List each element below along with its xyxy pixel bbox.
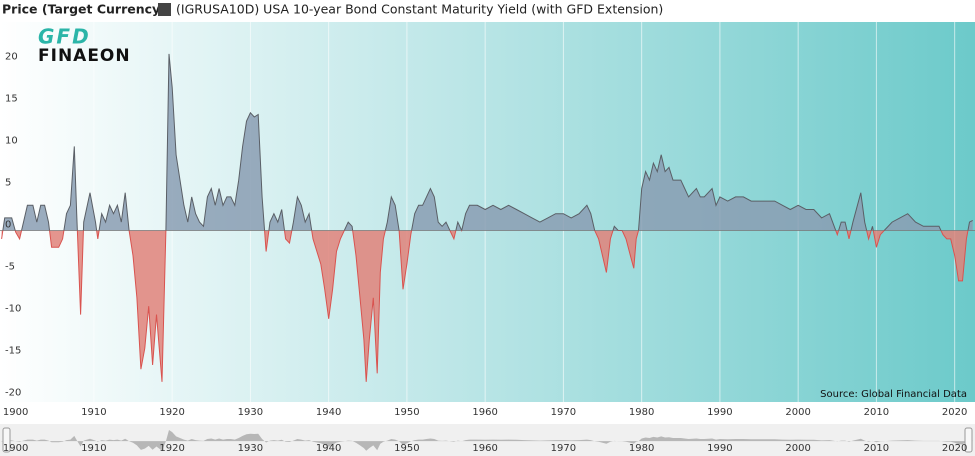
x-tick-label: 2000 (785, 407, 810, 418)
y-tick-label: -5 (5, 262, 15, 273)
y-tick-label: -20 (5, 388, 21, 399)
header-label: Price (Target Currency) (2, 2, 166, 17)
plot-area (0, 22, 975, 402)
y-tick-label: 5 (5, 177, 11, 188)
logo-top: GFD (38, 25, 91, 49)
navigator-area (1, 430, 973, 451)
x-tick-label: 1940 (316, 407, 341, 418)
navigator-tick-label: 2010 (864, 443, 889, 454)
y-tick-label: -10 (5, 304, 21, 315)
source-note: Source: Global Financial Data (820, 389, 967, 400)
x-tick-label: 1900 (3, 407, 28, 418)
y-tick-label: 0 (5, 219, 11, 230)
x-tick-label: 1920 (159, 407, 184, 418)
navigator-handle-left[interactable] (2, 427, 11, 453)
x-tick-label: 1910 (81, 407, 106, 418)
navigator-tick-label: 1950 (394, 443, 419, 454)
navigator-tick-label: 1940 (316, 443, 341, 454)
series-title: (IGRUSA10D) USA 10-year Bond Constant Ma… (176, 2, 663, 17)
navigator-tick-label: 1970 (551, 443, 576, 454)
x-tick-label: 1970 (551, 407, 576, 418)
x-tick-label: 1980 (629, 407, 654, 418)
legend-swatch (158, 3, 171, 16)
x-tick-label: 1990 (707, 407, 732, 418)
navigator-tick-label: 1980 (629, 443, 654, 454)
logo-bottom: FINAEON (38, 46, 131, 66)
y-tick-label: 15 (5, 93, 18, 104)
y-tick-label: -15 (5, 346, 21, 357)
navigator-tick-label: 2020 (942, 443, 967, 454)
x-tick-label: 2020 (942, 407, 967, 418)
y-tick-label: 10 (5, 135, 18, 146)
navigator-series (1, 430, 973, 451)
navigator-tick-label: 1960 (472, 443, 497, 454)
navigator-tick-label: 1910 (81, 443, 106, 454)
line-positive (2, 53, 973, 231)
area-positive (2, 53, 973, 231)
y-tick-label: 20 (5, 51, 18, 62)
navigator-tick-label: 1990 (707, 443, 732, 454)
navigator-handle-right[interactable] (964, 427, 973, 453)
x-tick-label: 1960 (472, 407, 497, 418)
navigator-tick-label: 1900 (3, 443, 28, 454)
x-tick-label: 1930 (238, 407, 263, 418)
navigator-tick-label: 2000 (785, 443, 810, 454)
line-negative (1, 230, 969, 382)
navigator-tick-label: 1930 (238, 443, 263, 454)
x-tick-label: 2010 (864, 407, 889, 418)
x-tick-label: 1950 (394, 407, 419, 418)
navigator-tick-label: 1920 (159, 443, 184, 454)
